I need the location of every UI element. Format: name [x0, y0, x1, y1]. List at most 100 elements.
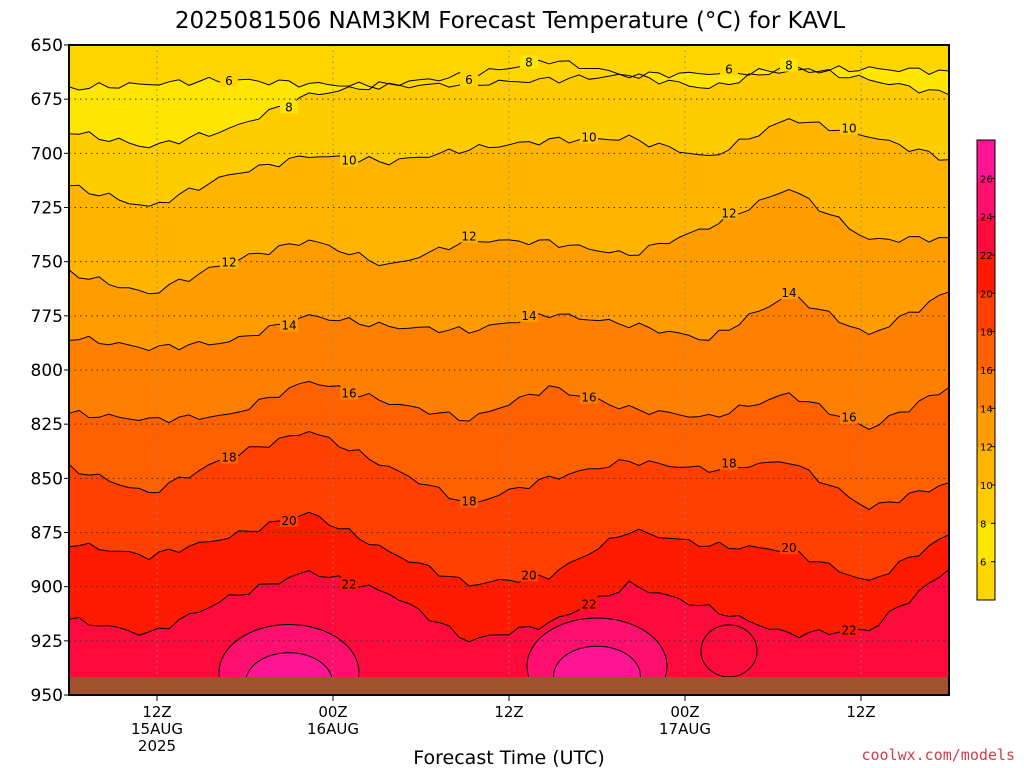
contour-label-8: 8 [785, 59, 793, 73]
colorbar-tick-label-12: 12 [980, 443, 993, 454]
colorbar-tick-label-14: 14 [980, 404, 993, 415]
colorbar-swatch [977, 370, 995, 409]
contour-label-bg [220, 73, 238, 87]
colorbar-tick-label-26: 26 [980, 174, 993, 185]
y-tick-label-900: 900 [31, 578, 63, 598]
colorbar-swatch [977, 523, 995, 563]
contour-label-bg [720, 456, 738, 470]
ground-surface [69, 677, 949, 695]
contour-label-16: 16 [841, 411, 856, 425]
contour-label-bg [780, 285, 798, 299]
y-tick-label-875: 875 [31, 524, 63, 544]
contour-line-22 [69, 568, 949, 643]
contour-label-12: 12 [461, 229, 476, 243]
contour-label-bg [780, 58, 798, 72]
contour-label-14: 14 [281, 319, 296, 333]
colorbar-tick-label-10: 10 [980, 481, 993, 492]
contour-label-18: 18 [721, 457, 736, 471]
contour-label-bg [840, 121, 858, 135]
contour-label-16: 16 [581, 391, 596, 405]
contour-label-bg [520, 55, 538, 69]
contour-label-20: 20 [281, 514, 296, 528]
contour-label-bg [520, 308, 538, 322]
colorbar-swatch [977, 446, 995, 486]
contour-line-8 [69, 59, 949, 149]
colorbar-tick-label-24: 24 [980, 213, 993, 224]
contour-label-bg [460, 494, 478, 508]
contour-label-bg [580, 390, 598, 404]
y-tick-label-750: 750 [31, 253, 63, 273]
x-axis-label: Forecast Time (UTC) [413, 747, 604, 768]
contour-label-bg [220, 255, 238, 269]
contour-label-bg [340, 386, 358, 400]
contour-label-10: 10 [841, 121, 856, 135]
x-tick-label: 00Z [318, 703, 347, 721]
contour-label-20: 20 [781, 541, 796, 555]
colorbar-tick-label-22: 22 [980, 251, 993, 262]
contour-label-bg [460, 73, 478, 87]
x-tick-label: 2025 [138, 737, 176, 755]
contour-label-bg [280, 514, 298, 528]
contour-label-bg [580, 130, 598, 144]
colorbar-tick-label-6: 6 [980, 558, 986, 569]
contour-label-bg [280, 100, 298, 114]
contour-line-16 [69, 380, 949, 430]
colorbar-swatch [977, 178, 995, 218]
colorbar-swatch [977, 140, 995, 179]
contour-label-8: 8 [525, 55, 533, 69]
x-tick-label: 12Z [142, 703, 171, 721]
y-tick-label-675: 675 [31, 90, 63, 110]
contour-label-bg [280, 318, 298, 332]
y-tick-label-925: 925 [31, 632, 63, 652]
colorbar-swatch [977, 485, 995, 524]
contour-label-22: 22 [581, 597, 596, 611]
contour-label-bg [520, 568, 538, 582]
contour-label-bg [720, 62, 738, 76]
y-tick-label-775: 775 [31, 307, 63, 327]
y-tick-label-825: 825 [31, 415, 63, 435]
colorbar-swatch [977, 255, 995, 294]
contour-label-10: 10 [341, 153, 356, 167]
contour-label-20: 20 [521, 568, 536, 582]
colorbar-swatch [977, 293, 995, 333]
contour-label-10: 10 [581, 131, 596, 145]
y-tick-label-850: 850 [31, 469, 63, 489]
contour-label-6: 6 [465, 73, 473, 87]
x-tick-label: 12Z [494, 703, 523, 721]
contour-line-20 [69, 511, 949, 587]
warm-core-3 [700, 624, 758, 678]
colorbar-tick-label-18: 18 [980, 328, 993, 339]
contour-label-bg [220, 450, 238, 464]
contour-label-14: 14 [781, 286, 796, 300]
colorbar-swatch [977, 331, 995, 371]
colorbar-tick-label-20: 20 [980, 289, 993, 300]
contour-label-22: 22 [341, 578, 356, 592]
contour-label-bg [460, 229, 478, 243]
contour-label-14: 14 [521, 309, 536, 323]
contour-label-16: 16 [341, 387, 356, 401]
plot-area [69, 45, 949, 695]
grid-lines [69, 45, 949, 695]
colorbar-swatch [977, 408, 995, 448]
x-tick-label: 12Z [846, 703, 875, 721]
y-tick-label-700: 700 [31, 144, 63, 164]
colorbar-tick-label-8: 8 [980, 519, 986, 530]
contour-labels: 6 6 6 8 8 8 10 10 10 12 12 12 14 14 14 16 16 16 18 18 18 20 20… [220, 55, 858, 637]
contour-label-12: 12 [221, 256, 236, 270]
chart-title: 2025081506 NAM3KM Forecast Temperature (… [175, 8, 845, 34]
colorbar-swatch [977, 216, 995, 256]
y-tick-label-800: 800 [31, 361, 63, 381]
contour-label-22: 22 [841, 623, 856, 637]
contour-line-10 [69, 118, 949, 207]
contour-label-bg [720, 206, 738, 220]
contour-label-bg [840, 623, 858, 637]
contour-label-12: 12 [721, 206, 736, 220]
contour-label-6: 6 [725, 62, 733, 76]
contour-label-bg [340, 153, 358, 167]
credit-link[interactable]: coolwx.com/models [861, 746, 1015, 764]
contour-label-6: 6 [225, 74, 233, 88]
y-tick-label-650: 650 [31, 36, 63, 56]
contour-label-8: 8 [285, 100, 293, 114]
